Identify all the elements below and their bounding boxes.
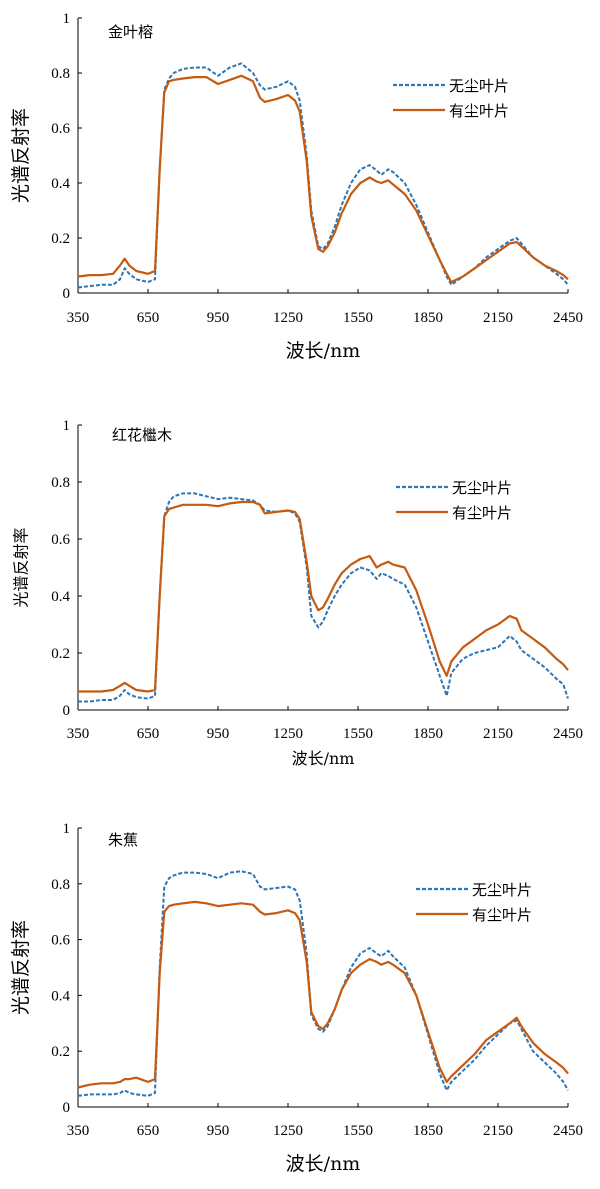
series-line-dusty [78,500,569,693]
series-line-dust-free [77,870,569,1097]
series-line-dusty [77,900,569,1089]
chart-title: 朱蕉 [108,831,138,849]
y-tick-label: 0.8 [51,475,70,491]
legend-label-dust-free: 无尘叶片 [452,479,512,497]
legend-label-dust-free: 无尘叶片 [449,77,509,95]
x-tick-label: 950 [207,726,230,742]
x-tick-label: 2150 [483,726,513,742]
y-tick-label: 0.4 [51,589,70,605]
legend-label-dusty: 有尘叶片 [452,504,512,522]
y-tick-label: 0.2 [51,231,70,247]
x-axis-label: 波长/nm [286,1153,361,1175]
y-tick-label: 0.6 [51,933,70,949]
y-tick-label: 0.4 [51,176,70,192]
x-tick-label: 1850 [413,726,443,742]
x-tick-label: 350 [67,726,90,742]
chart-panel-1: 0 0.2 0.4 0.6 0.8 1 350 650 950 1250 1550 1850 2150 2… [10,11,583,362]
x-tick-label: 2150 [483,1123,513,1139]
x-tick-label: 1550 [343,1123,373,1139]
legend-label-dusty: 有尘叶片 [472,906,532,924]
x-tick-label: 650 [137,726,160,742]
y-axis-label: 光谱反射率 [10,108,32,203]
chart-title: 红花檵木 [112,426,172,444]
x-tick-label: 1850 [413,310,443,326]
x-axis-label: 波长/nm [286,340,361,362]
y-tick-label: 0.8 [51,877,70,893]
y-tick-label: 0.6 [51,121,70,137]
x-tick-label: 1850 [413,1123,443,1139]
x-tick-label: 1250 [273,726,303,742]
y-tick-label: 1 [63,821,71,837]
chart-title: 金叶榕 [108,23,153,41]
y-tick-label: 0 [63,703,71,719]
y-tick-label: 0.2 [51,646,70,662]
series-line-dust-free [78,492,569,703]
x-tick-label: 950 [207,1123,230,1139]
x-tick-label: 2450 [553,310,583,326]
x-tick-label: 350 [67,1123,90,1139]
y-tick-label: 0.8 [51,66,70,82]
legend-label-dust-free: 无尘叶片 [472,881,532,899]
x-tick-label: 1550 [343,726,373,742]
x-tick-label: 1250 [273,1123,303,1139]
x-tick-label: 1250 [273,310,303,326]
x-tick-label: 650 [137,1123,160,1139]
y-axis-label: 光谱反射率 [10,920,32,1015]
chart-panel-3: 0 0.2 0.4 0.6 0.8 1 350 650 950 1250 1550 1850 2150 2… [10,821,583,1175]
y-tick-label: 0 [63,286,71,302]
x-tick-label: 2450 [553,726,583,742]
legend-label-dusty: 有尘叶片 [449,102,509,120]
series-line-dusty [77,74,569,284]
y-tick-label: 0.6 [51,532,70,548]
y-tick-label: 0 [63,1100,71,1116]
x-tick-label: 350 [67,310,90,326]
y-axis-label: 光谱反射率 [12,527,31,607]
x-tick-label: 2150 [483,310,513,326]
y-tick-label: 0.4 [51,988,70,1004]
y-tick-label: 1 [63,418,71,434]
x-tick-label: 950 [207,310,230,326]
x-tick-label: 1550 [343,310,373,326]
x-tick-label: 2450 [553,1123,583,1139]
x-axis-label: 波长/nm [292,749,355,768]
y-tick-label: 0.2 [51,1044,70,1060]
x-tick-label: 650 [137,310,160,326]
y-tick-label: 1 [63,11,71,27]
chart-panel-2: 0 0.2 0.4 0.6 0.8 1 350 650 950 1250 1550 1850 2150 2… [12,418,584,768]
